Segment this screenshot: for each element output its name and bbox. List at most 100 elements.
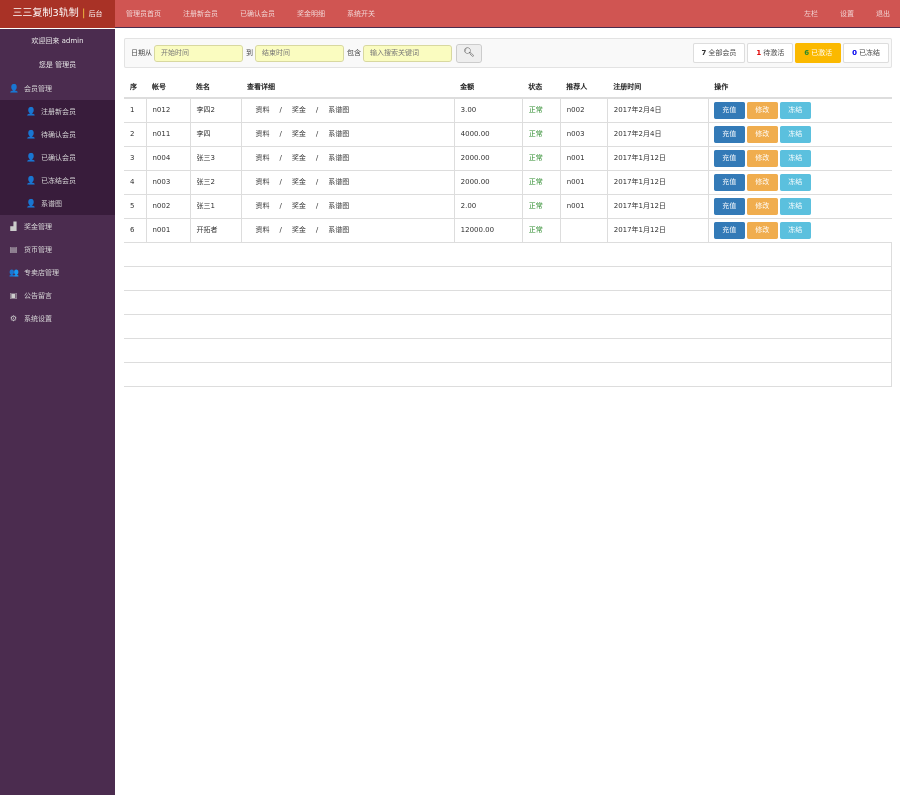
row-referrer: n003 xyxy=(559,121,608,146)
recharge-button[interactable]: 充值 xyxy=(713,197,745,215)
row-no: 5 xyxy=(124,193,146,218)
edit-button[interactable]: 修改 xyxy=(746,101,778,119)
row-amount: 2.00 xyxy=(453,193,523,218)
column-header: 操作 xyxy=(708,76,892,99)
sidebar-item-frozen[interactable]: 👤 已冻结会员 xyxy=(0,169,115,192)
row-account: n001 xyxy=(145,217,191,242)
row-referrer: n002 xyxy=(559,97,608,122)
detail-bonus-link[interactable]: 奖金 xyxy=(291,226,306,234)
freeze-button[interactable]: 冻结 xyxy=(779,149,811,167)
row-referrer xyxy=(559,217,608,242)
detail-genealogy-link[interactable]: 系谱图 xyxy=(328,130,350,138)
keyword-input[interactable] xyxy=(363,44,452,62)
table-row: 4 n003 张三2 资料 / 奖金 / 系谱图 2000.00 正常 n001 201… xyxy=(124,169,892,194)
column-header: 序 xyxy=(124,76,146,99)
sidebar-item-confirmed[interactable]: 👤 已确认会员 xyxy=(0,146,115,169)
chart-icon: ▟ xyxy=(10,222,17,231)
sidebar-item-bonus[interactable]: ▟ 奖金管理 xyxy=(0,215,115,238)
row-no: 1 xyxy=(124,97,146,122)
detail-profile-link[interactable]: 资料 xyxy=(255,130,270,138)
nav-system-switch[interactable]: 系统开关 xyxy=(347,10,375,18)
nav-logout[interactable]: 退出 xyxy=(876,10,890,18)
sidebar-item-genealogy[interactable]: 👤 系谱图 xyxy=(0,192,115,215)
welcome-text: 欢迎回来 admin xyxy=(31,37,84,45)
user-icon: 👤 xyxy=(9,84,19,93)
sidebar-item-notice[interactable]: ▣ 公告留言 xyxy=(0,284,115,307)
detail-profile-link[interactable]: 资料 xyxy=(255,178,270,186)
detail-profile-link[interactable]: 资料 xyxy=(255,154,270,162)
stat-label: 全部会员 xyxy=(708,49,737,57)
detail-genealogy-link[interactable]: 系谱图 xyxy=(328,106,350,115)
row-status: 正常 xyxy=(521,193,561,218)
search-button[interactable]: 🔍︎ xyxy=(456,43,482,63)
detail-bonus-link[interactable]: 奖金 xyxy=(291,154,306,162)
detail-genealogy-link[interactable]: 系谱图 xyxy=(328,178,350,186)
end-date-input[interactable] xyxy=(255,44,344,62)
detail-profile-link[interactable]: 资料 xyxy=(255,202,270,210)
member-stats: 7 全部会员 1 待激活 6 已激活 0 已冻结 xyxy=(692,43,889,63)
detail-bonus-link[interactable]: 奖金 xyxy=(291,106,306,115)
recharge-button[interactable]: 充值 xyxy=(713,125,745,143)
nav-admin-home[interactable]: 管理员首页 xyxy=(126,10,161,18)
stat-count: 6 xyxy=(804,49,810,57)
user-icon: 👤 xyxy=(26,199,36,208)
row-actions: 充值 修改 冻结 xyxy=(707,217,892,242)
freeze-button[interactable]: 冻结 xyxy=(779,101,811,119)
sidebar-item-pending[interactable]: 👤 待确认会员 xyxy=(0,123,115,146)
nav-bonus[interactable]: 奖金明细 xyxy=(297,10,325,18)
top-bar: 三三复制3轨制 | 后台 管理员首页 注册新会员 已确认会员 奖金明细 系统开关… xyxy=(0,0,900,28)
edit-button[interactable]: 修改 xyxy=(746,173,778,191)
edit-button[interactable]: 修改 xyxy=(746,221,778,239)
row-account: n004 xyxy=(145,145,191,170)
sidebar-item-system[interactable]: ⚙ 系统设置 xyxy=(0,307,115,330)
freeze-button[interactable]: 冻结 xyxy=(779,197,811,215)
sidebar-item-label: 系谱图 xyxy=(41,199,62,208)
nav-settings[interactable]: 设置 xyxy=(840,10,854,18)
edit-button[interactable]: 修改 xyxy=(746,197,778,215)
detail-genealogy-link[interactable]: 系谱图 xyxy=(328,154,350,162)
detail-profile-link[interactable]: 资料 xyxy=(255,106,270,115)
stat-count: 1 xyxy=(756,49,762,57)
sidebar-item-currency[interactable]: ▤ 货币管理 xyxy=(0,238,115,261)
sidebar-item-member-management[interactable]: 👤 会员管理 xyxy=(0,77,115,100)
column-header: 帐号 xyxy=(146,76,191,99)
row-actions: 充值 修改 冻结 xyxy=(707,193,892,218)
row-details: 资料 / 奖金 / 系谱图 xyxy=(240,193,455,218)
start-date-input[interactable] xyxy=(154,44,243,62)
column-header: 注册时间 xyxy=(607,76,709,99)
contains-label: 包含 xyxy=(347,49,361,57)
nav-register[interactable]: 注册新会员 xyxy=(183,10,218,18)
recharge-button[interactable]: 充值 xyxy=(713,101,745,119)
freeze-button[interactable]: 冻结 xyxy=(779,221,811,239)
freeze-button[interactable]: 冻结 xyxy=(779,173,811,191)
sidebar-item-store[interactable]: 👥 专卖店管理 xyxy=(0,261,115,284)
detail-genealogy-link[interactable]: 系谱图 xyxy=(328,226,350,234)
detail-profile-link[interactable]: 资料 xyxy=(255,226,270,234)
nav-left-panel[interactable]: 左栏 xyxy=(804,10,818,18)
detail-genealogy-link[interactable]: 系谱图 xyxy=(328,202,350,210)
detail-bonus-link[interactable]: 奖金 xyxy=(291,178,306,186)
stat-filter-button[interactable]: 0 已冻结 xyxy=(843,43,889,63)
row-name: 李四2 xyxy=(189,97,242,122)
to-label: 到 xyxy=(246,49,253,57)
empty-cell xyxy=(124,265,892,290)
row-no: 2 xyxy=(124,121,146,146)
stat-filter-button[interactable]: 6 已激活 xyxy=(795,43,842,63)
edit-button[interactable]: 修改 xyxy=(746,149,778,167)
stat-filter-button[interactable]: 7 全部会员 xyxy=(692,43,746,63)
recharge-button[interactable]: 充值 xyxy=(713,149,745,167)
edit-button[interactable]: 修改 xyxy=(746,125,778,143)
recharge-button[interactable]: 充值 xyxy=(713,221,745,239)
detail-bonus-link[interactable]: 奖金 xyxy=(291,202,306,210)
recharge-button[interactable]: 充值 xyxy=(713,173,745,191)
empty-row xyxy=(124,289,892,314)
user-icon: 👤 xyxy=(26,176,36,185)
detail-bonus-link[interactable]: 奖金 xyxy=(291,130,306,138)
freeze-button[interactable]: 冻结 xyxy=(779,125,811,143)
logo[interactable]: 三三复制3轨制 | 后台 xyxy=(0,0,115,28)
nav-confirmed[interactable]: 已确认会员 xyxy=(240,10,275,18)
empty-row xyxy=(124,265,892,290)
sidebar-item-register[interactable]: 👤 注册新会员 xyxy=(0,100,115,123)
stat-filter-button[interactable]: 1 待激活 xyxy=(747,43,794,63)
